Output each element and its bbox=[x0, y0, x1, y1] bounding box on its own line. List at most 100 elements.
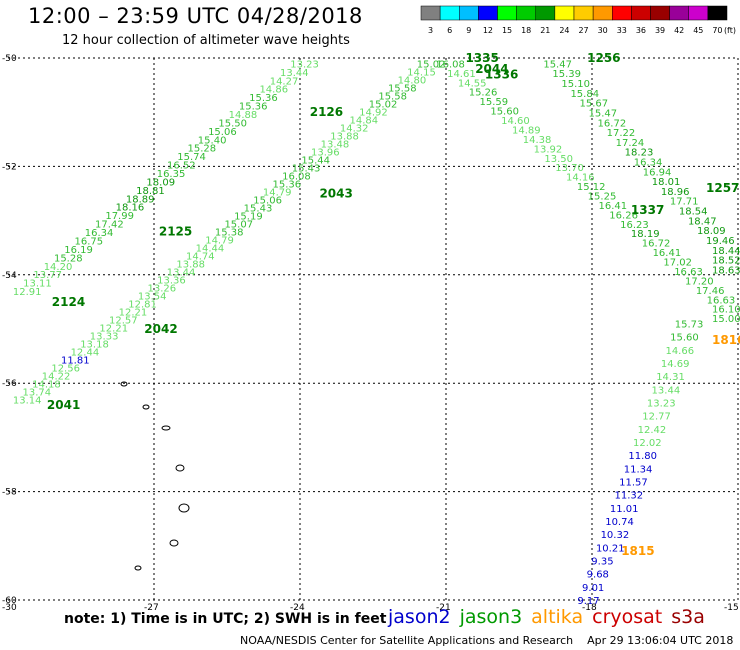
legend-label: 15 bbox=[502, 26, 512, 35]
swh-value: 14.88 bbox=[229, 110, 258, 121]
island-outline bbox=[134, 565, 142, 571]
legend-label: 24 bbox=[559, 26, 569, 35]
swh-value: 18.23 bbox=[625, 148, 654, 159]
satellite-altika: altika bbox=[531, 606, 584, 628]
swh-value: 15.50 bbox=[218, 118, 247, 129]
swh-value: 12.56 bbox=[51, 363, 80, 374]
swh-value: 16.72 bbox=[598, 118, 627, 129]
legend-swatch bbox=[592, 5, 613, 21]
swh-value: 15.58 bbox=[388, 83, 417, 94]
lon-label: -18 bbox=[582, 603, 597, 613]
swh-value: 15.74 bbox=[177, 152, 206, 163]
legend-swatch bbox=[439, 5, 460, 21]
legend-label: 9 bbox=[466, 26, 471, 35]
swh-value: 13.18 bbox=[80, 339, 109, 350]
swh-value: 14.60 bbox=[501, 116, 530, 127]
legend-label: 30 bbox=[598, 26, 608, 35]
swh-value: 15.28 bbox=[188, 144, 217, 155]
swh-value: 15.59 bbox=[480, 97, 509, 108]
swh-value: 12.44 bbox=[71, 347, 100, 358]
swh-value: 14.31 bbox=[656, 372, 685, 383]
swh-value: 13.44 bbox=[167, 267, 196, 278]
satellite-cryosat: cryosat bbox=[592, 606, 663, 628]
swh-value: 11.81 bbox=[61, 355, 90, 366]
swh-value: 14.89 bbox=[512, 125, 541, 136]
swh-value: 15.43 bbox=[244, 203, 273, 214]
swh-value: 17.20 bbox=[685, 276, 714, 287]
legend-label: 3 bbox=[428, 26, 433, 35]
swh-value: 18.16 bbox=[116, 203, 145, 214]
swh-value: 15.84 bbox=[570, 89, 599, 100]
swh-value: 14.44 bbox=[196, 243, 225, 254]
swh-value: 11.34 bbox=[624, 464, 653, 475]
legend-label: 36 bbox=[636, 26, 646, 35]
swh-value: 14.22 bbox=[42, 371, 71, 382]
swh-value: 15.58 bbox=[378, 91, 407, 102]
island-outline bbox=[178, 503, 190, 513]
swh-value: 15.60 bbox=[490, 107, 519, 118]
legend-label: 45 bbox=[693, 26, 703, 35]
legend-label: 6 bbox=[447, 26, 452, 35]
swh-value: 18.09 bbox=[697, 226, 726, 237]
swh-value: 14.84 bbox=[349, 115, 378, 126]
lon-label: -30 bbox=[2, 603, 17, 613]
lat-label: -56 bbox=[2, 379, 17, 389]
swh-value: 15.44 bbox=[301, 155, 330, 166]
swh-value: 12.21 bbox=[99, 323, 128, 334]
swh-value: 14.61 bbox=[447, 69, 476, 80]
swh-value: 15.06 bbox=[208, 127, 237, 138]
swh-value: 18.96 bbox=[661, 187, 690, 198]
swh-value: 15.07 bbox=[224, 219, 253, 230]
legend-swatch bbox=[535, 5, 556, 21]
swh-value: 9.35 bbox=[591, 557, 613, 568]
legend-label: 21 bbox=[540, 26, 550, 35]
lat-label: -52 bbox=[2, 162, 17, 172]
swh-value: 13.92 bbox=[534, 144, 563, 155]
swh-value: 15.26 bbox=[469, 88, 498, 99]
pass-time-label: 1256 bbox=[587, 51, 620, 65]
swh-value: 16.35 bbox=[157, 169, 186, 180]
legend-label: 12 bbox=[483, 26, 493, 35]
swh-value: 18.89 bbox=[126, 194, 155, 205]
legend-swatch bbox=[650, 5, 670, 21]
swh-value: 14.74 bbox=[186, 251, 215, 262]
swh-value: 14.15 bbox=[407, 67, 436, 78]
swh-value: 18.54 bbox=[679, 207, 708, 218]
pass-time-label: 1335 bbox=[465, 51, 498, 65]
legend-swatch bbox=[516, 5, 536, 21]
legend-swatch bbox=[631, 5, 651, 21]
swh-value: 14.92 bbox=[359, 107, 388, 118]
swh-value: 14.55 bbox=[458, 78, 487, 89]
legend-swatch bbox=[573, 5, 594, 21]
swh-value: 13.88 bbox=[176, 259, 205, 270]
swh-value: 14.18 bbox=[32, 379, 61, 390]
swh-value: 10.74 bbox=[605, 517, 634, 528]
swh-value: 15.02 bbox=[417, 59, 446, 70]
credit-text: NOAA/NESDIS Center for Satellite Applica… bbox=[240, 634, 574, 647]
pass-time-label: 1815 bbox=[621, 544, 654, 558]
swh-value: 12.77 bbox=[642, 412, 671, 423]
swh-value: 14.16 bbox=[566, 173, 595, 184]
swh-value: 9.68 bbox=[587, 570, 609, 581]
swh-value: 15.67 bbox=[579, 99, 608, 110]
swh-value: 14.79 bbox=[205, 235, 234, 246]
swh-value: 18.81 bbox=[136, 186, 165, 197]
swh-value: 11.32 bbox=[614, 491, 643, 502]
swh-value: 15.10 bbox=[561, 79, 590, 90]
pass-time-label: 2125 bbox=[159, 224, 192, 238]
swh-value: 14.20 bbox=[44, 262, 73, 273]
swh-value: 15.02 bbox=[369, 99, 398, 110]
swh-value: 12.91 bbox=[13, 287, 42, 298]
legend-swatch bbox=[497, 5, 517, 21]
swh-value: 15.28 bbox=[54, 253, 83, 264]
swh-value: 17.02 bbox=[663, 258, 692, 269]
page-title: 12:00 – 23:59 UTC 04/28/2018 bbox=[28, 4, 363, 28]
legend-label: 70 bbox=[712, 26, 722, 35]
legend-label: 42 bbox=[674, 26, 684, 35]
swh-value: 16.63 bbox=[707, 295, 736, 306]
swh-value: 13.23 bbox=[290, 59, 319, 70]
legend-label: 27 bbox=[578, 26, 588, 35]
legend-unit: (ft) bbox=[724, 26, 736, 35]
swh-value: 9.17 bbox=[577, 596, 599, 607]
swh-value: 18.19 bbox=[631, 229, 660, 240]
